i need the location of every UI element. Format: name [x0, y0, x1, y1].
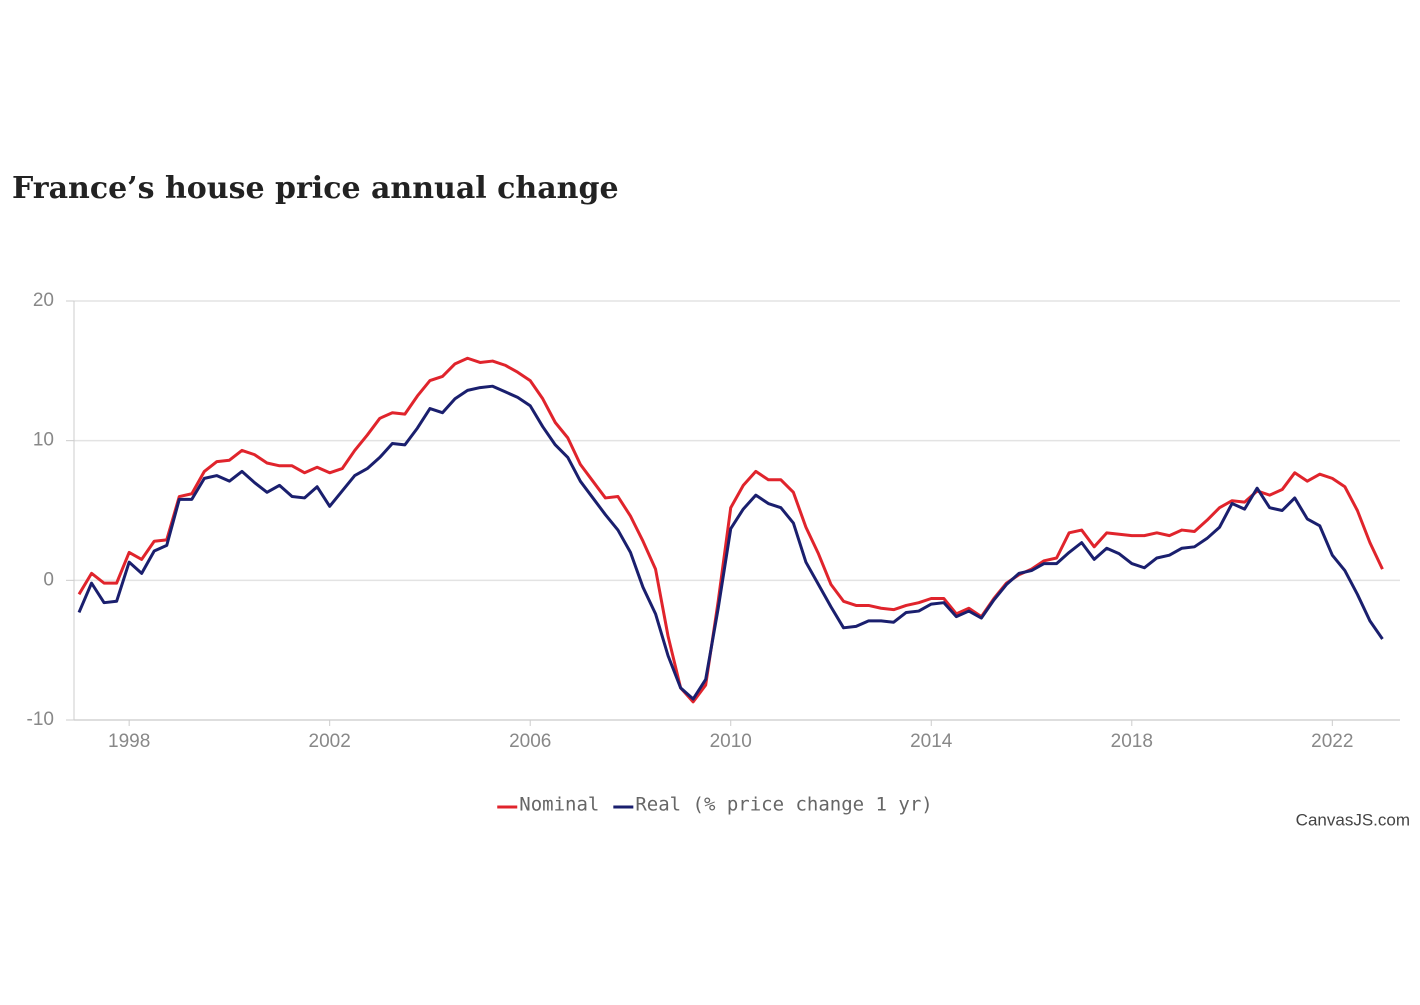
series-line — [77, 384, 1384, 701]
legend-label: Real (% price change 1 yr) — [635, 794, 932, 816]
y-tick-label: 0 — [43, 569, 54, 590]
y-tick-label: 20 — [33, 290, 54, 311]
x-tick-label: 2010 — [710, 731, 752, 752]
x-tick-label: 2014 — [910, 731, 953, 752]
x-tick-label: 2002 — [309, 731, 351, 752]
x-tick-label: 2022 — [1311, 731, 1353, 752]
x-tick-label: 2006 — [509, 731, 551, 752]
legend-label: Nominal — [519, 794, 599, 816]
y-tick-label: -10 — [27, 709, 54, 730]
credit: CanvasJS.com — [1296, 810, 1410, 829]
chart-title: France’s house price annual change — [12, 171, 619, 206]
x-tick-label: 1998 — [108, 731, 150, 752]
x-tick-label: 2018 — [1111, 731, 1153, 752]
series-line — [77, 356, 1384, 704]
y-tick-label: 10 — [33, 430, 54, 451]
